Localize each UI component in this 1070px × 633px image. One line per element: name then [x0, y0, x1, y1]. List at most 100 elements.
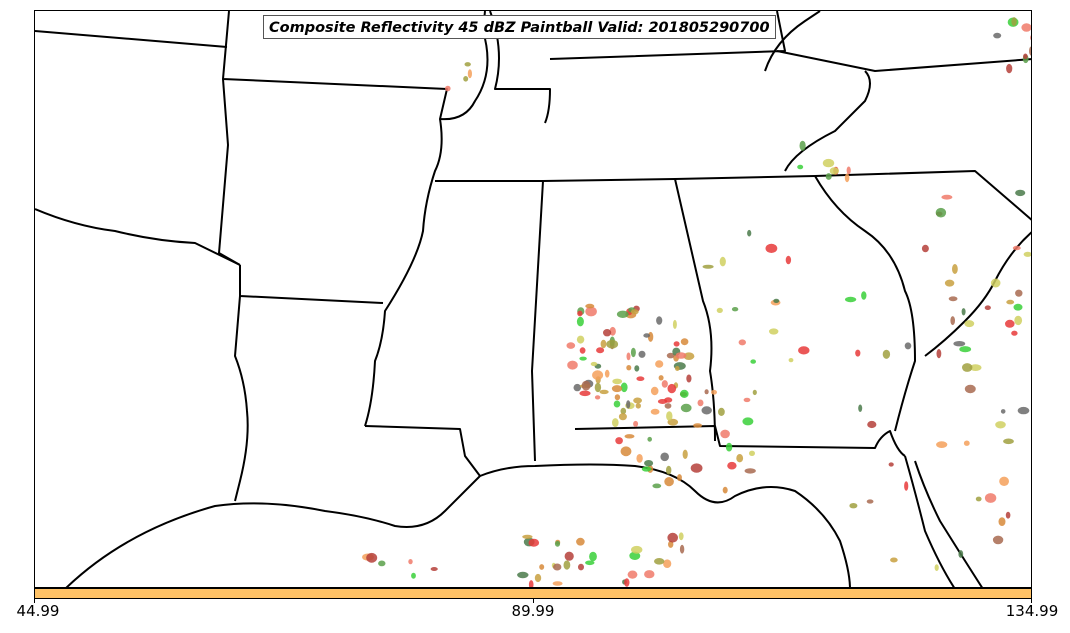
paintball-cell [680, 338, 689, 346]
paintball-cell [638, 350, 646, 358]
paintball-cell [528, 580, 534, 587]
paintball-cell [464, 62, 471, 67]
paintball-cell [664, 403, 672, 409]
paintball-cell [704, 389, 709, 395]
paintball-cell [744, 468, 756, 474]
paintball-cell [660, 452, 669, 462]
paintball-cell [612, 418, 619, 428]
paintball-cell [961, 308, 966, 316]
paintball-cell [667, 383, 677, 394]
paintball-cell [620, 382, 628, 393]
paintball-cell [799, 140, 806, 151]
paintball-cell [711, 389, 717, 395]
paintball-cell [678, 532, 684, 541]
paintball-cell [657, 399, 668, 404]
paintball-cell [594, 395, 601, 400]
paintball-cell [663, 559, 672, 568]
paintball-cell [1013, 303, 1023, 311]
paintball-cell [990, 278, 1001, 288]
paintball-cell [797, 164, 804, 170]
paintball-cell [573, 383, 582, 392]
paintball-cell [904, 342, 912, 350]
paintball-cell [618, 413, 627, 421]
paintball-cell [629, 551, 641, 560]
paintball-cell [844, 296, 857, 303]
paintball-cell [652, 483, 662, 489]
paintball-cell [962, 363, 973, 372]
paintball-cell [731, 307, 739, 312]
paintball-cell [378, 560, 386, 567]
paintball-cell [585, 303, 595, 309]
paintball-cell [577, 310, 583, 317]
paintball-cell [1029, 46, 1031, 56]
paintball-cell [948, 296, 958, 302]
paintball-cell [579, 347, 586, 354]
paintball-cell [1021, 23, 1031, 32]
paintball-cell [522, 534, 533, 539]
paintball-cell [844, 173, 850, 183]
state-boundaries-map [35, 11, 1031, 587]
paintball-cell [615, 437, 623, 445]
paintball-cell [576, 316, 584, 327]
paintball-cell [950, 316, 955, 326]
paintball-cell [655, 360, 664, 368]
paintball-cell [686, 374, 692, 383]
paintball-cell [613, 400, 621, 408]
paintball-cell [1006, 63, 1013, 74]
paintball-cell [785, 255, 792, 265]
paintball-cell [677, 474, 682, 482]
paintball-cell [647, 436, 652, 442]
paintball-cell [736, 454, 744, 463]
paintball-cell [578, 563, 584, 571]
paintball-cell [993, 32, 1002, 39]
paintball-cell [624, 578, 630, 587]
paintball-cell [825, 173, 832, 180]
paintball-cell [658, 375, 664, 381]
paintball-cell [849, 503, 858, 509]
paintball-cell [430, 567, 438, 571]
paintball-cell [882, 349, 891, 359]
paintball-cell [743, 397, 751, 403]
paintball-cell [1015, 289, 1023, 297]
paintball-cell [604, 369, 610, 378]
paintball-cell [680, 389, 689, 398]
paintball-cell [635, 403, 641, 409]
paintball-cell [564, 551, 574, 561]
paintball-cell [411, 572, 416, 579]
colorbar-tick-label-max: 134.99 [1005, 602, 1059, 620]
paintball-cell [975, 496, 982, 502]
paintball-cell [773, 298, 780, 303]
map-title: Composite Reflectivity 45 dBZ Paintball … [263, 15, 776, 39]
paintball-cell [631, 545, 643, 554]
paintball-cell [600, 339, 607, 349]
paintball-cell [528, 538, 540, 547]
paintball-cell [445, 85, 451, 92]
paintball-cell [656, 316, 663, 325]
paintball-cell [822, 158, 835, 168]
paintball-cell [675, 366, 680, 371]
paintball-cell [633, 397, 642, 404]
paintball-cell [998, 517, 1006, 526]
paintball-cell [690, 463, 703, 473]
paintball-cell [630, 309, 639, 315]
paintball-cell [752, 389, 757, 396]
paintball-cell [888, 462, 894, 467]
paintball-cell [579, 390, 591, 397]
paintball-cell [1006, 299, 1015, 305]
reflectivity-paintball-cells [362, 17, 1031, 587]
paintball-cell [554, 540, 561, 547]
paintball-cell [1023, 251, 1031, 257]
paintball-cell [641, 466, 652, 472]
paintball-cell [867, 420, 877, 429]
paintball-cell [1012, 245, 1021, 251]
paintball-cell [626, 352, 631, 361]
paintball-cell [620, 407, 627, 415]
map-panel [34, 10, 1032, 588]
paintball-cell [563, 560, 571, 570]
paintball-cell [1011, 330, 1018, 336]
paintball-cell [999, 476, 1009, 486]
colorbar-tick-mark [34, 598, 35, 603]
paintball-cell [944, 279, 955, 287]
paintball-cell [626, 365, 632, 371]
paintball-cell [614, 394, 621, 401]
